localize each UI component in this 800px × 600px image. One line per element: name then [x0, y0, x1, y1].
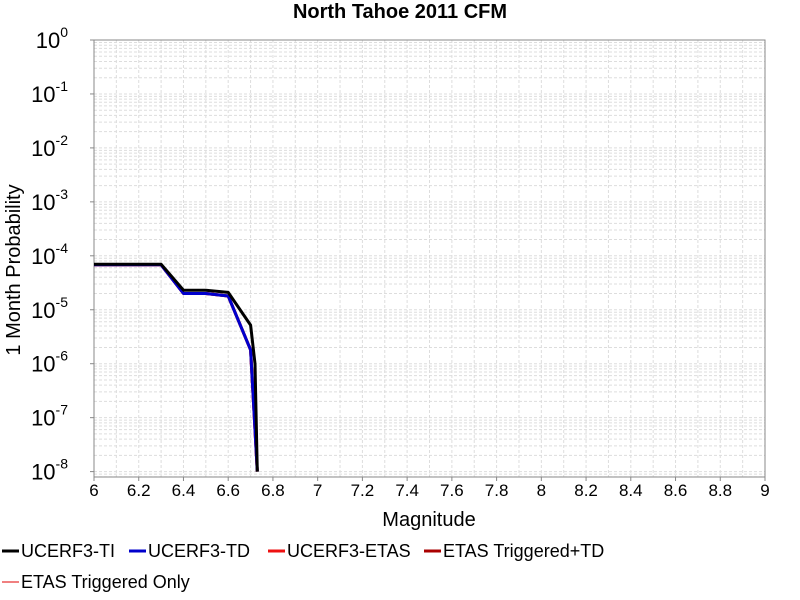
- x-tick-label: 7.4: [395, 481, 419, 500]
- series-line: [94, 263, 259, 472]
- legend-label: ETAS Triggered Only: [21, 572, 190, 592]
- y-axis-label: 1 Month Probability: [3, 184, 25, 355]
- y-tick-label: 10-6: [31, 348, 68, 377]
- y-tick-label: 10-7: [31, 402, 68, 431]
- chart-title: North Tahoe 2011 CFM: [293, 1, 507, 23]
- y-tick-label: 10-5: [31, 294, 68, 323]
- x-tick-label: 7.6: [440, 481, 464, 500]
- x-tick-label: 8.8: [708, 481, 732, 500]
- y-tick-label: 100: [36, 24, 68, 53]
- y-tick-label: 10-2: [31, 132, 68, 161]
- x-tick-label: 6.2: [127, 481, 151, 500]
- x-tick-label: 8.2: [574, 481, 598, 500]
- x-tick-label: 9: [760, 481, 769, 500]
- y-axis-ticks: 100 10-1 10-2 10-3 10-4 10-5 10-6 10-7 10-8: [31, 24, 94, 485]
- x-tick-label: 6: [89, 481, 98, 500]
- legend-label: ETAS Triggered+TD: [443, 541, 604, 561]
- series-lines: [94, 262, 259, 472]
- series-line: [94, 263, 259, 472]
- x-tick-label: 8: [537, 481, 546, 500]
- legend: UCERF3-TI UCERF3-TD UCERF3-ETAS ETAS Trigge…: [2, 541, 604, 592]
- y-tick-label: 10-8: [31, 456, 68, 485]
- x-tick-label: 8.6: [664, 481, 688, 500]
- x-tick-label: 6.6: [216, 481, 240, 500]
- legend-label: UCERF3-ETAS: [287, 541, 411, 561]
- x-tick-label: 6.4: [172, 481, 196, 500]
- series-layer: [94, 262, 259, 472]
- x-tick-label: 8.4: [619, 481, 643, 500]
- series-line: [94, 262, 259, 472]
- x-axis-label: Magnitude: [382, 509, 475, 531]
- series-line: [94, 263, 259, 472]
- y-tick-label: 10-3: [31, 186, 68, 215]
- x-tick-label: 7.8: [485, 481, 509, 500]
- grid: [93, 40, 766, 478]
- x-tick-label: 6.8: [261, 481, 285, 500]
- x-axis-ticks: 6 6.2 6.4 6.6 6.8 7 7.2 7.4 7.6 7.8 8 8.2 8.4 8.6 8.8 9: [89, 477, 770, 500]
- y-tick-label: 10-4: [31, 240, 68, 269]
- y-tick-label: 10-1: [31, 78, 68, 107]
- x-tick-label: 7: [313, 481, 322, 500]
- x-tick-label: 7.2: [351, 481, 375, 500]
- plot-area-frame: [93, 39, 766, 478]
- legend-label: UCERF3-TD: [148, 541, 250, 561]
- legend-label: UCERF3-TI: [21, 541, 115, 561]
